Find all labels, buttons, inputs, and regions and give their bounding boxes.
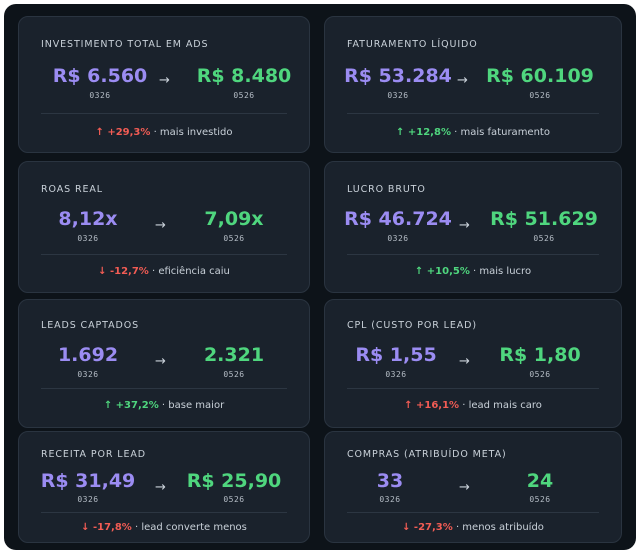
change-percent: ↑ +37,2%	[103, 400, 159, 411]
change-note: · lead converte menos	[131, 522, 247, 533]
before-period: 0326	[77, 234, 99, 243]
change-note: · menos atribuído	[452, 522, 544, 533]
metric-card-roas: ROAS REAL 8,12x → 7,09x 0326 0526 ↓ -12,…	[18, 161, 310, 293]
metric-card-cpl: CPL (CUSTO POR LEAD) R$ 1,55 → R$ 1,80 0…	[324, 299, 622, 428]
arrow-icon: →	[159, 73, 170, 88]
after-period: 0526	[223, 234, 245, 243]
before-period: 0326	[379, 495, 401, 504]
change-summary: ↑ +29,3% · mais investido	[19, 127, 309, 138]
change-note: · mais lucro	[469, 266, 532, 277]
divider	[347, 512, 599, 513]
card-title: RECEITA POR LEAD	[41, 449, 146, 460]
change-percent: ↓ -27,3%	[402, 522, 453, 533]
change-percent: ↑ +12,8%	[396, 127, 451, 138]
after-period: 0526	[223, 370, 245, 379]
dashboard-panel: INVESTIMENTO TOTAL EM ADS R$ 6.560 → R$ …	[4, 4, 636, 550]
after-value: 24	[526, 470, 554, 492]
before-value: 1.692	[57, 344, 119, 366]
after-value: 7,09x	[204, 208, 264, 230]
before-value: R$ 46.724	[344, 208, 452, 230]
after-period: 0526	[529, 495, 551, 504]
change-note: · lead mais caro	[459, 400, 542, 411]
before-period: 0326	[385, 370, 407, 379]
divider	[41, 254, 287, 255]
after-value: R$ 1,80	[499, 344, 581, 366]
before-value: R$ 1,55	[355, 344, 437, 366]
card-title: FATURAMENTO LÍQUIDO	[347, 39, 478, 50]
card-title: COMPRAS (ATRIBUÍDO META)	[347, 449, 507, 460]
divider	[41, 113, 287, 114]
after-value: R$ 25,90	[186, 470, 282, 492]
before-period: 0326	[89, 91, 111, 100]
change-percent: ↓ -17,8%	[81, 522, 132, 533]
after-value: R$ 51.629	[490, 208, 598, 230]
change-note: · base maior	[158, 400, 225, 411]
after-period: 0526	[533, 234, 555, 243]
arrow-icon: →	[155, 354, 166, 369]
change-summary: ↑ +16,1% · lead mais caro	[325, 400, 621, 411]
arrow-icon: →	[155, 480, 166, 495]
divider	[41, 512, 287, 513]
card-title: CPL (CUSTO POR LEAD)	[347, 320, 477, 331]
change-note: · eficiência caiu	[148, 266, 230, 277]
change-percent: ↑ +16,1%	[404, 400, 460, 411]
change-summary: ↑ +37,2% · base maior	[19, 400, 309, 411]
metric-card-investimento: INVESTIMENTO TOTAL EM ADS R$ 6.560 → R$ …	[18, 16, 310, 153]
card-title: LUCRO BRUTO	[347, 184, 426, 195]
change-note: · mais investido	[150, 127, 233, 138]
change-summary: ↓ -27,3% · menos atribuído	[325, 522, 621, 533]
before-period: 0326	[77, 370, 99, 379]
before-value: R$ 31,49	[40, 470, 136, 492]
metric-card-receita-por-lead: RECEITA POR LEAD R$ 31,49 → R$ 25,90 032…	[18, 431, 310, 543]
before-period: 0326	[387, 234, 409, 243]
before-value: 33	[376, 470, 404, 492]
change-percent: ↓ -12,7%	[98, 266, 149, 277]
card-title: INVESTIMENTO TOTAL EM ADS	[41, 39, 209, 50]
change-summary: ↓ -12,7% · eficiência caiu	[19, 266, 309, 277]
before-value: R$ 6.560	[52, 65, 148, 87]
arrow-icon: →	[459, 354, 470, 369]
metric-card-compras: COMPRAS (ATRIBUÍDO META) 33 → 24 0326 05…	[324, 431, 622, 543]
before-value: R$ 53.284	[344, 65, 452, 87]
change-summary: ↑ +12,8% · mais faturamento	[325, 127, 621, 138]
metric-card-lucro: LUCRO BRUTO R$ 46.724 → R$ 51.629 0326 0…	[324, 161, 622, 293]
arrow-icon: →	[459, 480, 470, 495]
change-note: · mais faturamento	[450, 127, 550, 138]
divider	[347, 113, 599, 114]
arrow-icon: →	[155, 218, 166, 233]
arrow-icon: →	[459, 218, 470, 233]
after-value: R$ 8.480	[196, 65, 292, 87]
after-value: 2.321	[203, 344, 265, 366]
arrow-icon: →	[457, 73, 468, 88]
metric-card-faturamento: FATURAMENTO LÍQUIDO R$ 53.284 → R$ 60.10…	[324, 16, 622, 153]
metric-card-leads: LEADS CAPTADOS 1.692 → 2.321 0326 0526 ↑…	[18, 299, 310, 428]
change-percent: ↑ +10,5%	[414, 266, 470, 277]
change-summary: ↑ +10,5% · mais lucro	[325, 266, 621, 277]
after-period: 0526	[529, 370, 551, 379]
divider	[347, 388, 599, 389]
card-title: LEADS CAPTADOS	[41, 320, 140, 331]
after-period: 0526	[233, 91, 255, 100]
after-period: 0526	[223, 495, 245, 504]
change-percent: ↑ +29,3%	[95, 127, 151, 138]
after-period: 0526	[529, 91, 551, 100]
before-value: 8,12x	[58, 208, 118, 230]
before-period: 0326	[77, 495, 99, 504]
divider	[41, 388, 287, 389]
card-title: ROAS REAL	[41, 184, 103, 195]
after-value: R$ 60.109	[486, 65, 594, 87]
change-summary: ↓ -17,8% · lead converte menos	[19, 522, 309, 533]
divider	[347, 254, 599, 255]
before-period: 0326	[387, 91, 409, 100]
